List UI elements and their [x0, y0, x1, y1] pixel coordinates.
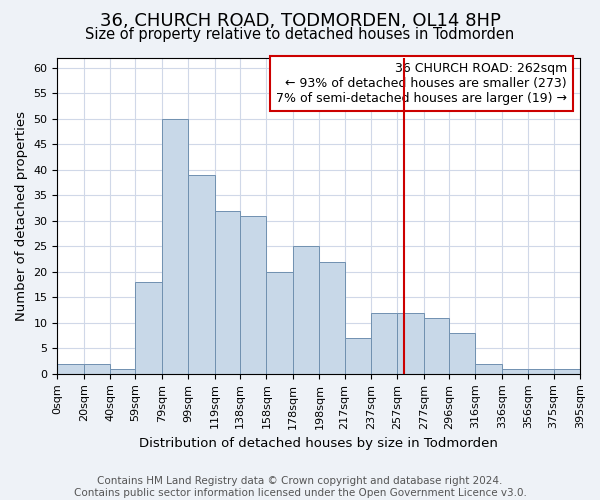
Bar	[240, 216, 266, 374]
Bar	[58, 364, 84, 374]
Bar	[266, 272, 293, 374]
Bar	[502, 368, 529, 374]
Bar	[344, 338, 371, 374]
Bar	[529, 368, 554, 374]
Bar	[136, 282, 162, 374]
Bar	[371, 312, 397, 374]
Bar	[110, 368, 136, 374]
Bar	[475, 364, 502, 374]
X-axis label: Distribution of detached houses by size in Todmorden: Distribution of detached houses by size …	[139, 437, 498, 450]
Bar	[449, 333, 475, 374]
Bar	[319, 262, 344, 374]
Bar	[293, 246, 319, 374]
Text: Size of property relative to detached houses in Todmorden: Size of property relative to detached ho…	[85, 28, 515, 42]
Bar	[554, 368, 580, 374]
Bar	[424, 318, 449, 374]
Text: Contains HM Land Registry data © Crown copyright and database right 2024.
Contai: Contains HM Land Registry data © Crown c…	[74, 476, 526, 498]
Bar	[215, 210, 240, 374]
Bar	[397, 312, 424, 374]
Y-axis label: Number of detached properties: Number of detached properties	[15, 110, 28, 320]
Bar	[188, 175, 215, 374]
Text: 36 CHURCH ROAD: 262sqm
← 93% of detached houses are smaller (273)
7% of semi-det: 36 CHURCH ROAD: 262sqm ← 93% of detached…	[276, 62, 567, 105]
Bar	[84, 364, 110, 374]
Text: 36, CHURCH ROAD, TODMORDEN, OL14 8HP: 36, CHURCH ROAD, TODMORDEN, OL14 8HP	[100, 12, 500, 30]
Bar	[162, 118, 188, 374]
